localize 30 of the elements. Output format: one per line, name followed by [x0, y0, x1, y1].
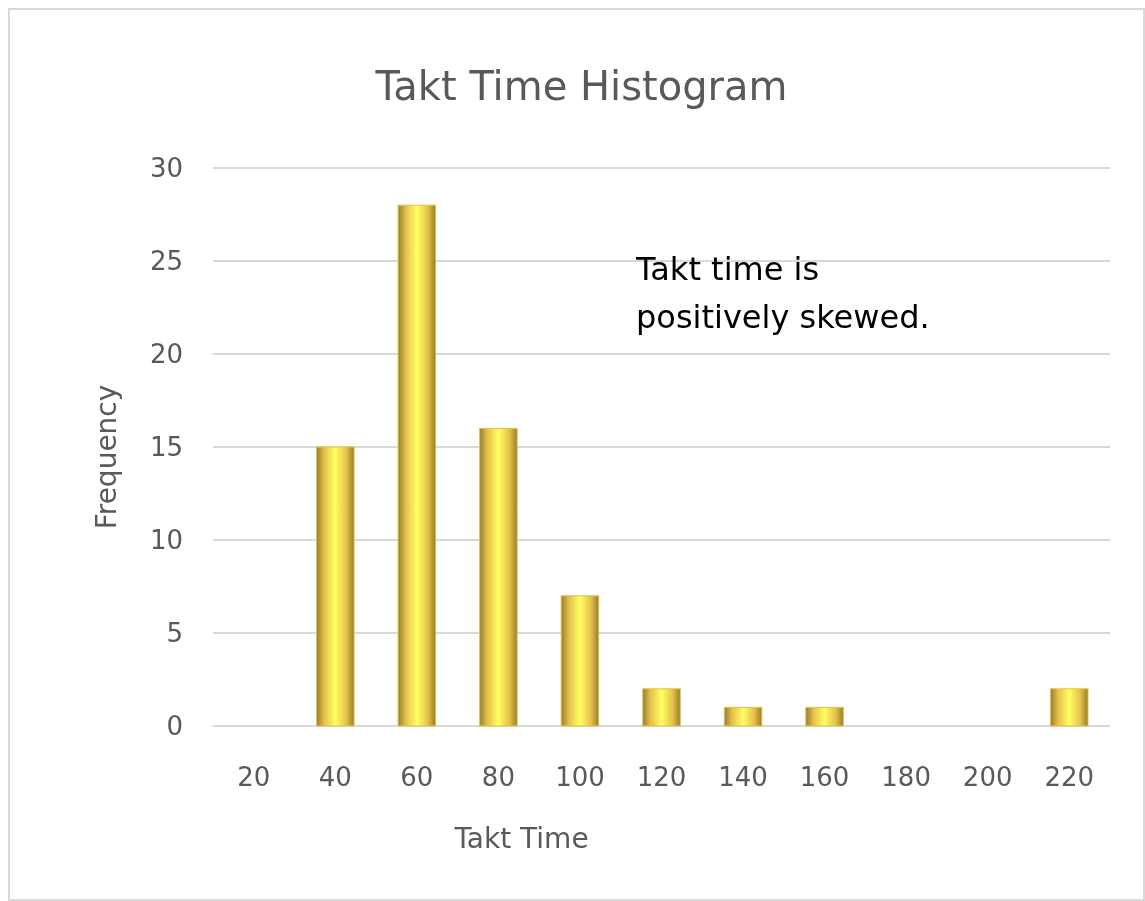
- bar: [316, 446, 355, 727]
- bar: [397, 204, 437, 727]
- x-tick-label: 20: [237, 762, 271, 792]
- x-tick-label: 120: [636, 762, 687, 792]
- bar: [1049, 688, 1089, 727]
- x-tick-label: 200: [962, 762, 1013, 792]
- chart-title: Takt Time Histogram: [374, 63, 788, 109]
- bar: [560, 595, 600, 727]
- annotation: Takt time is positively skewed.: [635, 250, 930, 336]
- x-tick-label: 100: [555, 762, 605, 792]
- y-tick-label: 10: [149, 525, 183, 556]
- x-tick-label: 140: [718, 762, 768, 792]
- bar: [479, 427, 518, 727]
- x-tick-label: 80: [481, 762, 515, 792]
- y-tick-label: 0: [166, 711, 183, 742]
- x-tick-label: 40: [318, 762, 352, 792]
- y-tick-label: 5: [166, 618, 183, 649]
- x-tick-label: 180: [881, 762, 931, 792]
- bar: [642, 688, 681, 727]
- x-axis-title: Takt Time: [453, 822, 589, 855]
- y-tick-label: 30: [149, 153, 183, 184]
- y-tick-label: 20: [149, 339, 183, 370]
- y-axis-title: Frequency: [90, 384, 123, 530]
- bar: [723, 706, 763, 727]
- x-tick-label: 60: [400, 762, 434, 792]
- y-tick-label: 25: [149, 246, 183, 277]
- y-tick-label: 15: [149, 432, 183, 463]
- x-tick-label: 220: [1044, 762, 1095, 792]
- x-tick-label: 160: [799, 762, 850, 792]
- bar: [805, 706, 844, 727]
